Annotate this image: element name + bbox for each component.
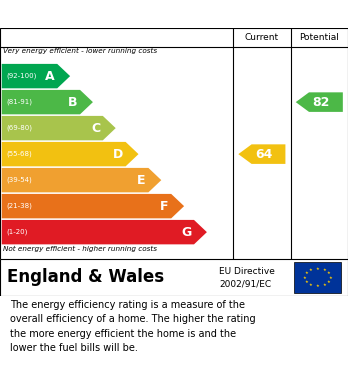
Text: ★: ★ <box>322 283 326 287</box>
Text: England & Wales: England & Wales <box>7 269 164 287</box>
Polygon shape <box>2 142 139 166</box>
Text: Not energy efficient - higher running costs: Not energy efficient - higher running co… <box>3 246 158 253</box>
Text: 2002/91/EC: 2002/91/EC <box>219 280 271 289</box>
Text: C: C <box>91 122 100 135</box>
Text: ★: ★ <box>302 276 306 280</box>
Text: B: B <box>68 96 77 109</box>
Text: (81-91): (81-91) <box>6 99 32 105</box>
Text: 64: 64 <box>255 148 272 161</box>
Text: Potential: Potential <box>299 33 339 42</box>
Text: (55-68): (55-68) <box>6 151 32 157</box>
Polygon shape <box>296 92 343 112</box>
Text: A: A <box>45 70 54 83</box>
Polygon shape <box>2 220 207 244</box>
Text: ★: ★ <box>304 271 308 275</box>
Text: ★: ★ <box>304 280 308 284</box>
Text: ★: ★ <box>309 283 313 287</box>
Text: D: D <box>113 148 123 161</box>
Text: ★: ★ <box>316 284 319 288</box>
Polygon shape <box>2 90 93 114</box>
Text: ★: ★ <box>327 271 331 275</box>
Text: ★: ★ <box>329 276 333 280</box>
Text: (69-80): (69-80) <box>6 125 32 131</box>
Text: (21-38): (21-38) <box>6 203 32 210</box>
Text: 82: 82 <box>313 96 330 109</box>
Text: Very energy efficient - lower running costs: Very energy efficient - lower running co… <box>3 48 158 54</box>
Text: G: G <box>181 226 191 239</box>
Text: (39-54): (39-54) <box>6 177 32 183</box>
Polygon shape <box>2 116 116 140</box>
Text: (92-100): (92-100) <box>6 73 36 79</box>
Text: E: E <box>137 174 145 187</box>
Polygon shape <box>2 194 184 218</box>
Text: EU Directive: EU Directive <box>219 267 275 276</box>
Polygon shape <box>238 144 285 164</box>
Text: ★: ★ <box>316 267 319 271</box>
Text: (1-20): (1-20) <box>6 229 27 235</box>
Bar <box>294 262 341 293</box>
Polygon shape <box>2 64 70 88</box>
Text: ★: ★ <box>322 268 326 272</box>
Polygon shape <box>2 168 161 192</box>
Text: The energy efficiency rating is a measure of the
overall efficiency of a home. T: The energy efficiency rating is a measur… <box>10 300 256 353</box>
Text: Energy Efficiency Rating: Energy Efficiency Rating <box>10 7 201 21</box>
Text: ★: ★ <box>327 280 331 284</box>
Text: ★: ★ <box>309 268 313 272</box>
Text: F: F <box>160 200 168 213</box>
Text: Current: Current <box>245 33 279 42</box>
